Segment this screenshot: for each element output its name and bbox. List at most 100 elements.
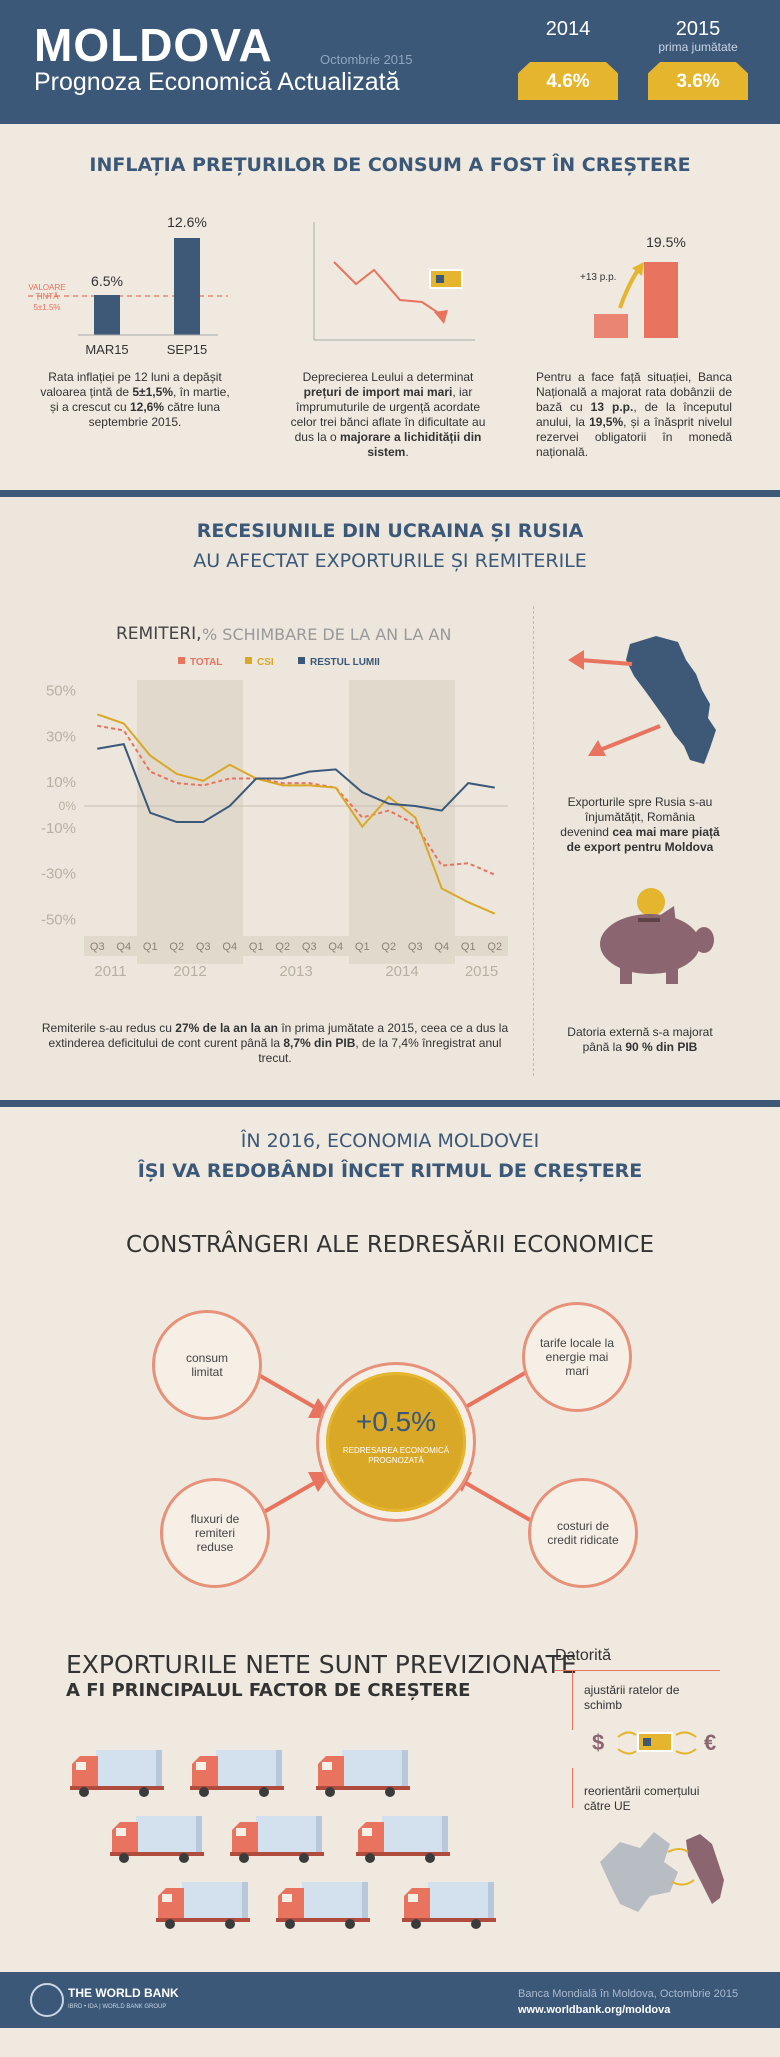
due-item-2: reorientării comerțului către UE — [584, 1784, 700, 1813]
growth-line-1: ÎN 2016, ECONOMIA MOLDOVEI — [240, 1130, 540, 1152]
banknote-icon — [637, 1732, 673, 1752]
rate-bar-before — [594, 314, 628, 338]
legend-swatch — [245, 657, 252, 664]
x-tick-label: Q4 — [328, 941, 343, 953]
constraint-credit: costuri de credit ridicate — [528, 1478, 638, 1588]
moldova-export-map — [568, 636, 716, 764]
x-tick-label: Q3 — [90, 941, 105, 953]
dollar-icon: $ — [592, 1730, 605, 1755]
footer-link[interactable]: www.worldbank.org/moldova — [518, 2004, 671, 2016]
target-label: VALOARE ȚINTĂ — [28, 283, 66, 301]
gdp-2014-badge: 4.6% — [518, 62, 618, 100]
forecast-value: +0.5% — [355, 1406, 437, 1437]
inflation-text-1: Rata inflației pe 12 luni a depășit valo… — [40, 370, 230, 429]
target-value: 5±1.5% — [33, 303, 61, 312]
truck-icon — [276, 1882, 370, 1929]
interest-rate-chart — [594, 262, 678, 338]
constraint-remittances: fluxuri de remiteri reduse — [160, 1478, 270, 1588]
x-tick-label: Q3 — [302, 941, 317, 953]
x-tick-label: Q4 — [116, 941, 131, 953]
coin-icon — [637, 888, 665, 916]
x-tick-label: Q1 — [355, 941, 370, 953]
year-label: 2014 — [385, 963, 418, 980]
due-title: Datorită — [555, 1647, 612, 1664]
inflation-text-2: Deprecierea Leului a determinat prețuri … — [290, 370, 486, 459]
europe-map-icon — [600, 1832, 678, 1912]
rate-bar-after — [644, 262, 678, 338]
legend-swatch — [178, 657, 185, 664]
truck-icon — [402, 1882, 496, 1929]
x-tick-label: Q3 — [408, 941, 423, 953]
chart-title: REMITERI, — [116, 624, 202, 644]
x-tick-label: Q2 — [275, 941, 290, 953]
truck-icon — [230, 1816, 324, 1863]
y-tick-label: 50% — [46, 682, 76, 699]
moldova-map-icon — [686, 1834, 724, 1904]
series-line-total — [97, 724, 496, 876]
recession-heading-2: AU AFECTAT EXPORTURILE ȘI REMITERILE — [193, 550, 587, 572]
quarter-strip — [84, 936, 508, 956]
year-2015-label: 2015 — [675, 18, 721, 40]
exports-heading-1: EXPORTURILE NETE SUNT PREVIZIONATE — [66, 1650, 577, 1679]
page-title: MOLDOVA — [34, 19, 273, 71]
y-tick-label: 0% — [59, 799, 77, 813]
section-divider-1 — [0, 490, 780, 497]
euro-icon: € — [704, 1730, 717, 1755]
year-label: 2012 — [173, 963, 206, 980]
year-2015-sub: prima jumătate — [658, 40, 738, 54]
series-line-restul-lumii — [97, 743, 495, 824]
header-banner — [0, 0, 780, 124]
truck-icon — [70, 1750, 164, 1797]
bar-sep15-value: 12.6% — [167, 214, 207, 230]
import-price-illustration — [313, 222, 475, 341]
recession-heading-1: RECESIUNILE DIN UCRAINA ȘI RUSIA — [196, 520, 584, 542]
x-tick-label: Q1 — [143, 941, 158, 953]
banknote-icon — [429, 269, 463, 289]
arrow-southwest-icon — [588, 740, 606, 756]
chart-subtitle: % SCHIMBARE DE LA AN LA AN — [202, 625, 452, 644]
truck-fleet — [70, 1750, 496, 1929]
truck-icon — [356, 1816, 450, 1863]
y-tick-label: -30% — [41, 866, 76, 883]
section-divider-2 — [0, 1100, 780, 1107]
debt-text: Datoria externă s-a majorat până la 90 %… — [567, 1025, 713, 1054]
y-tick-label: -10% — [41, 820, 76, 837]
forecast-label: REDRESAREA ECONOMICĂ PROGNOZATĂ — [342, 1446, 450, 1465]
inflation-text-3: Pentru a face față situației, Banca Nați… — [536, 370, 732, 459]
footer-org-sub: IBRD • IDA | WORLD BANK GROUP — [68, 2004, 167, 2010]
due-title-rule — [555, 1670, 720, 1671]
bar-sep15 — [174, 238, 200, 335]
pp-label: +13 p.p. — [580, 272, 617, 283]
x-tick-label: Q2 — [169, 941, 184, 953]
truck-icon — [156, 1882, 250, 1929]
year-label: 2011 — [94, 963, 126, 980]
bar-mar15-value: 6.5% — [91, 273, 123, 289]
truck-icon — [316, 1750, 410, 1797]
forecast-circle — [326, 1372, 466, 1512]
legend-label: CSI — [257, 657, 274, 668]
due-item-1: ajustării ratelor de schimb — [584, 1683, 680, 1712]
x-tick-label: Q2 — [381, 941, 396, 953]
bar-mar15 — [94, 295, 120, 335]
year-label: 2013 — [279, 963, 312, 980]
up-arrow-icon — [632, 262, 644, 276]
legend-swatch — [298, 657, 305, 664]
growth-line-2: ÎȘI VA REDOBÂNDI ÎNCET RITMUL DE CREȘTER… — [137, 1160, 643, 1182]
remittance-text: Remiterile s-au redus cu 27% de la an la… — [41, 1021, 509, 1065]
globe-icon — [30, 1983, 64, 2017]
constraint-consum: consum limitat — [152, 1310, 262, 1420]
legend-label: RESTUL LUMII — [310, 657, 380, 668]
shade-2014 — [349, 680, 455, 964]
x-tick-label: Q1 — [461, 941, 476, 953]
footer-org: THE WORLD BANK — [68, 1986, 179, 2000]
footer-line-1: Banca Mondială în Moldova, Octombrie 201… — [518, 1988, 739, 2000]
bar-sep15-label: SEP15 — [166, 342, 208, 357]
y-tick-label: -50% — [41, 912, 76, 929]
footer — [0, 1972, 780, 2028]
bar-mar15-label: MAR15 — [85, 342, 129, 357]
export-text: Exporturile spre Rusia s-au înjumătățit,… — [560, 795, 720, 854]
exports-heading-2: A FI PRINCIPALUL FACTOR DE CREȘTERE — [66, 1680, 471, 1701]
truck-icon — [190, 1750, 284, 1797]
y-tick-label: 10% — [46, 774, 76, 791]
legend-label: TOTAL — [190, 657, 222, 668]
